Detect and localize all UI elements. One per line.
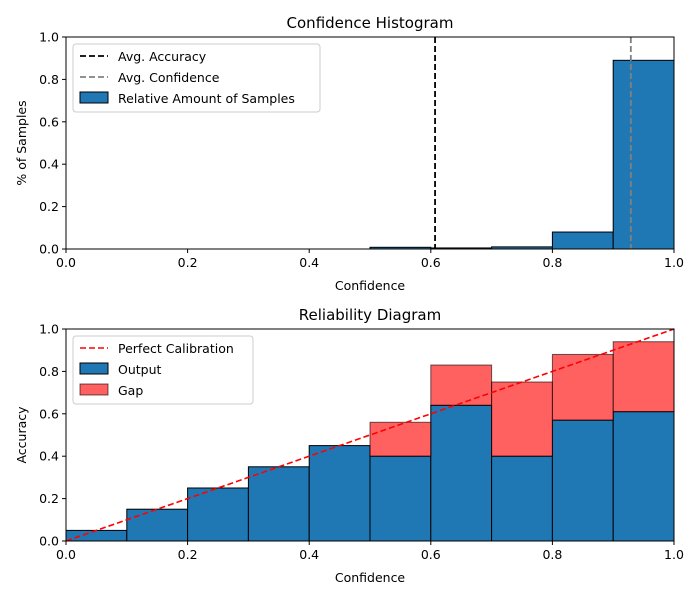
x-axis-label: Confidence xyxy=(335,278,406,293)
legend-swatch-output xyxy=(79,362,109,375)
legend: Avg. Accuracy Avg. Confidence Relative A… xyxy=(72,43,321,113)
output-bar xyxy=(369,455,432,542)
gap-bar xyxy=(612,341,675,413)
plot-frame xyxy=(65,36,675,250)
output-bar xyxy=(308,445,371,542)
y-tick-label: 0.2 xyxy=(39,199,59,214)
x-axis-label: Confidence xyxy=(335,570,406,585)
histogram-bars xyxy=(369,59,675,250)
legend: Perfect Calibration Output Gap xyxy=(72,335,254,405)
y-tick-label: 0.2 xyxy=(39,491,59,506)
x-tick-label: 1.0 xyxy=(664,547,684,562)
x-tick-label: 1.0 xyxy=(664,255,684,270)
legend-box xyxy=(72,335,254,405)
x-tick-label: 0.4 xyxy=(299,255,319,270)
y-tick-label: 0.4 xyxy=(39,157,59,172)
legend-label-avg-accuracy: Avg. Accuracy xyxy=(118,49,207,64)
legend-swatch-gap xyxy=(79,383,109,396)
gap-bar xyxy=(430,364,493,406)
y-tick-label: 0.6 xyxy=(39,114,59,129)
output-bar xyxy=(247,466,310,542)
y-tick-label: 0.0 xyxy=(39,534,59,549)
reliability-diagram-chart: Reliability Diagram 0.0 0.2 0.4 0.6 0.8 1.0 0… xyxy=(14,306,684,585)
legend-swatch-samples xyxy=(79,91,109,104)
gap-bar xyxy=(551,353,614,421)
y-tick-label: 0.0 xyxy=(39,242,59,257)
histogram-reference-lines xyxy=(434,37,632,249)
y-tick-label: 0.4 xyxy=(39,449,59,464)
x-tick-label: 0.0 xyxy=(56,255,76,270)
x-tick-label: 0.2 xyxy=(178,547,198,562)
chart-title: Confidence Histogram xyxy=(287,14,454,32)
legend-label-output: Output xyxy=(118,362,162,377)
x-tick-label: 0.0 xyxy=(56,547,76,562)
x-tick-label: 0.2 xyxy=(178,255,198,270)
y-axis-label: Accuracy xyxy=(14,406,29,464)
x-axis-ticks: 0.0 0.2 0.4 0.6 0.8 1.0 xyxy=(56,249,684,270)
output-bar xyxy=(612,411,675,542)
chart-title: Reliability Diagram xyxy=(299,306,441,324)
gap-bar xyxy=(369,421,432,457)
legend-label-gap: Gap xyxy=(118,383,143,398)
y-tick-label: 1.0 xyxy=(39,322,59,337)
x-tick-label: 0.6 xyxy=(421,255,441,270)
x-axis-ticks: 0.0 0.2 0.4 0.6 0.8 1.0 xyxy=(56,541,684,562)
y-tick-label: 0.8 xyxy=(39,364,59,379)
y-tick-label: 0.6 xyxy=(39,406,59,421)
legend-label-samples: Relative Amount of Samples xyxy=(118,91,295,106)
x-tick-label: 0.4 xyxy=(299,547,319,562)
histogram-bar xyxy=(612,59,675,250)
x-tick-label: 0.8 xyxy=(542,547,562,562)
confidence-histogram-chart: Confidence Histogram 0.0 0.2 0.4 0.6 0.8 1.0 … xyxy=(14,14,684,293)
x-tick-label: 0.8 xyxy=(542,255,562,270)
reliability-bars xyxy=(65,341,675,542)
legend-box xyxy=(72,43,321,113)
y-tick-label: 0.8 xyxy=(39,72,59,87)
x-tick-label: 0.6 xyxy=(421,547,441,562)
legend-label-avg-confidence: Avg. Confidence xyxy=(118,70,220,85)
plot-frame xyxy=(65,328,675,542)
y-tick-label: 1.0 xyxy=(39,30,59,45)
output-bar xyxy=(551,419,614,542)
output-bar xyxy=(430,404,493,542)
legend-label-perfect-calibration: Perfect Calibration xyxy=(118,341,234,356)
output-bar xyxy=(491,455,553,542)
gap-bar xyxy=(491,381,553,457)
output-bar xyxy=(65,529,128,542)
y-axis-ticks: 0.0 0.2 0.4 0.6 0.8 1.0 xyxy=(39,322,66,549)
output-bar xyxy=(126,508,189,542)
y-axis-label: % of Samples xyxy=(14,100,29,185)
perfect-calibration-line xyxy=(65,328,675,542)
y-axis-ticks: 0.0 0.2 0.4 0.6 0.8 1.0 xyxy=(39,30,66,257)
histogram-bar xyxy=(551,231,614,250)
